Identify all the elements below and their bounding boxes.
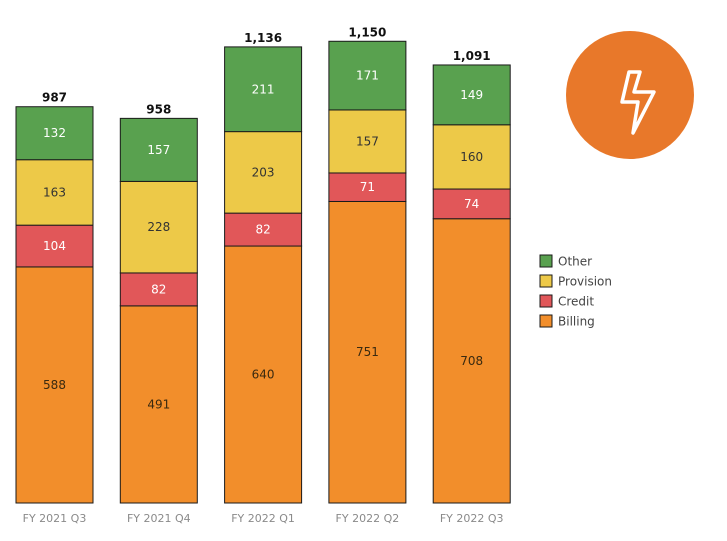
bar-segment-other-0 [15,106,94,161]
x-tick-label-1: FY 2021 Q4 [127,512,191,525]
total-label-2: 1,136 [244,31,282,45]
x-tick-label-4: FY 2022 Q3 [440,512,504,525]
total-label-0: 987 [42,91,67,105]
bar-segment-billing-1 [119,305,198,504]
legend-label-provision: Provision [558,275,612,289]
legend-label-billing: Billing [558,315,595,329]
data-label-other-4: 149 [460,88,483,102]
total-label-4: 1,091 [453,49,491,63]
data-label-provision-3: 157 [356,134,379,148]
bar-segment-provision-1 [119,180,198,274]
legend-label-credit: Credit [558,295,594,309]
bar-segment-other-1 [119,117,198,182]
x-axis-ticks: FY 2021 Q3 FY 2021 Q4 FY 2022 Q1 FY 2022 Q2… [23,512,504,525]
data-label-other-0: 132 [43,126,66,140]
lightning-bolt-icon [566,31,694,159]
bar-segment-other-3 [328,40,407,111]
legend-swatch-other [539,254,553,268]
data-label-provision-0: 163 [43,185,66,199]
data-label-billing-2: 640 [252,368,275,382]
bar-segment-provision-4 [432,124,511,190]
total-label-3: 1,150 [348,25,386,39]
data-label-provision-2: 203 [252,165,275,179]
data-label-other-1: 157 [147,143,170,157]
data-label-billing-0: 588 [43,378,66,392]
data-label-credit-2: 82 [255,223,270,237]
data-label-billing-4: 708 [460,354,483,368]
bar-segment-credit-0 [15,224,94,268]
total-label-1: 958 [146,102,171,116]
x-tick-label-0: FY 2021 Q3 [23,512,87,525]
data-label-billing-3: 751 [356,345,379,359]
data-label-credit-4: 74 [464,197,479,211]
x-tick-label-2: FY 2022 Q1 [231,512,295,525]
bar-segment-billing-3 [328,200,407,504]
bar-segment-credit-2 [224,212,303,247]
legend-label-other: Other [558,255,592,269]
data-label-credit-0: 104 [43,239,66,253]
x-tick-label-3: FY 2022 Q2 [336,512,400,525]
bar-segment-billing-0 [15,266,94,504]
data-label-other-2: 211 [252,82,275,96]
bar-segment-billing-4 [432,218,511,504]
data-label-credit-1: 82 [151,282,166,296]
totals-group: 987 958 1,136 1,150 1,091 [42,25,491,116]
bar-segment-other-2 [224,46,303,133]
data-label-billing-1: 491 [147,397,170,411]
bar-segment-other-4 [432,64,511,126]
legend-swatch-provision [539,274,553,288]
data-label-provision-1: 228 [147,220,170,234]
bar-segment-provision-2 [224,131,303,214]
bar-segment-credit-1 [119,272,198,307]
legend-swatch-billing [539,314,553,328]
legend: Other Provision Credit Billing [539,254,612,329]
legend-swatch-credit [539,294,553,308]
bar-segment-billing-2 [224,245,303,504]
bar-segment-provision-3 [328,109,407,174]
data-label-other-3: 171 [356,69,379,83]
data-label-provision-4: 160 [460,150,483,164]
bars-group: 588 104 163 132 491 82 228 157 640 82 203 211 751 71 1… [15,40,511,504]
data-label-credit-3: 71 [360,180,375,194]
bar-segment-credit-4 [432,188,511,220]
